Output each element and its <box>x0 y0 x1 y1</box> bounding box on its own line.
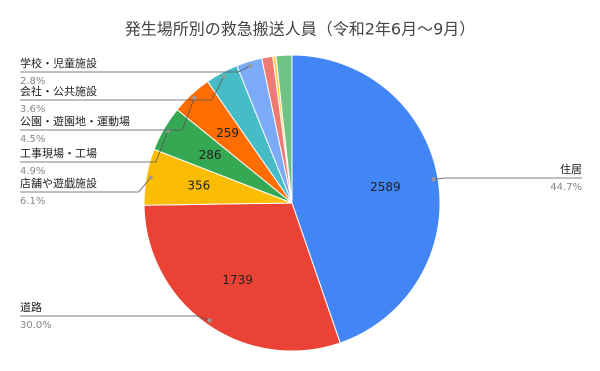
percent-label: 6.1% <box>20 196 45 207</box>
percent-label: 2.8% <box>20 76 45 87</box>
slice-value: 259 <box>216 126 239 140</box>
pie-slice <box>143 202 341 352</box>
category-label: 店舗や遊戯施設 <box>20 176 97 190</box>
category-label: 工事現場・工場 <box>20 147 97 160</box>
percent-label: 44.7% <box>550 182 582 193</box>
category-label: 住居 <box>560 162 582 176</box>
category-label: 公園・遊園地・運動場 <box>20 114 130 128</box>
percent-label: 4.5% <box>20 134 45 145</box>
category-label: 学校・児童施設 <box>20 56 97 70</box>
leader-dot <box>431 177 436 182</box>
slice-value: 1739 <box>222 273 253 287</box>
leader-line <box>20 76 225 101</box>
percent-label: 3.6% <box>20 104 45 115</box>
slice-value: 2589 <box>370 180 401 194</box>
leader-line <box>20 97 195 131</box>
percent-label: 30.0% <box>20 320 52 331</box>
leader-dot <box>221 74 226 79</box>
category-label: 会社・公共施設 <box>20 84 97 98</box>
leader-dot <box>148 175 153 180</box>
leader-line <box>20 177 152 193</box>
leader-line <box>20 65 251 73</box>
category-label: 道路 <box>20 300 42 314</box>
leader-dot <box>192 95 197 100</box>
leader-line <box>433 177 582 180</box>
slice-value: 356 <box>187 179 210 193</box>
leader-line <box>20 315 210 321</box>
percent-label: 4.9% <box>20 166 45 177</box>
slice-value: 286 <box>199 148 222 162</box>
leader-dot <box>207 318 212 323</box>
pie-slice <box>275 54 293 204</box>
leader-dot <box>248 63 253 68</box>
chart-title: 発生場所別の救急搬送人員（令和2年6月～9月） <box>125 20 476 39</box>
leader-dot <box>165 128 170 133</box>
leader-line <box>20 130 169 163</box>
